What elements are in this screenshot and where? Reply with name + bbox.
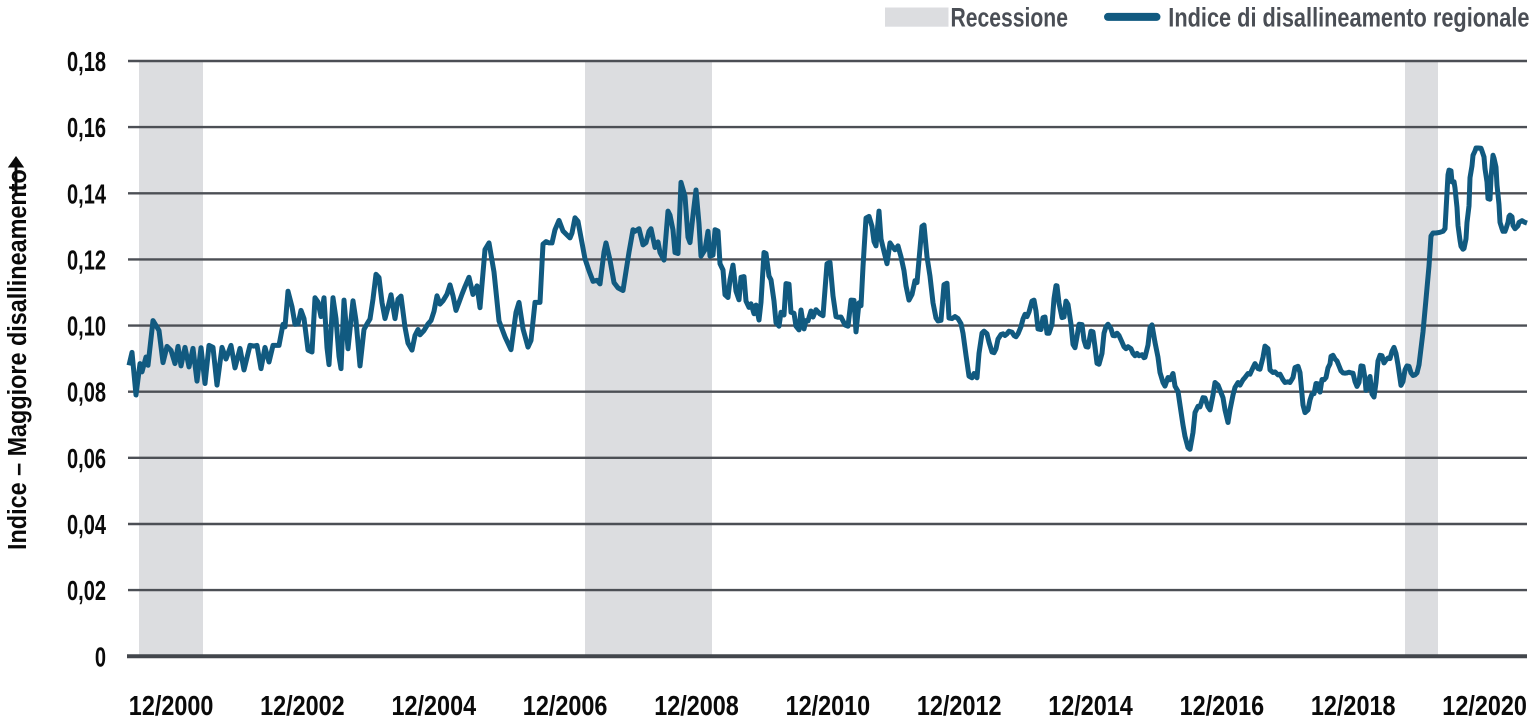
svg-text:12/2018: 12/2018 (1311, 691, 1396, 720)
svg-text:0,14: 0,14 (67, 179, 106, 210)
svg-text:12/2016: 12/2016 (1180, 691, 1265, 720)
svg-text:0,02: 0,02 (67, 576, 106, 607)
svg-text:0,16: 0,16 (67, 113, 106, 144)
svg-text:12/2000: 12/2000 (129, 691, 214, 720)
svg-text:0: 0 (95, 642, 106, 673)
svg-text:0,04: 0,04 (67, 510, 106, 541)
svg-text:12/2004: 12/2004 (392, 691, 477, 720)
svg-text:0,08: 0,08 (67, 378, 106, 409)
svg-text:12/2012: 12/2012 (917, 691, 1002, 720)
svg-text:0,18: 0,18 (67, 47, 106, 78)
svg-text:Indice di disallineamento regi: Indice di disallineamento regionale (1168, 4, 1529, 34)
svg-text:12/2020: 12/2020 (1442, 691, 1527, 720)
svg-text:12/2008: 12/2008 (654, 691, 739, 720)
svg-text:0,12: 0,12 (67, 245, 106, 276)
svg-text:12/2010: 12/2010 (786, 691, 871, 720)
svg-text:12/2002: 12/2002 (260, 691, 345, 720)
svg-text:0,10: 0,10 (67, 311, 106, 342)
svg-text:Indice – Maggiore disallineame: Indice – Maggiore disallineamento (4, 169, 32, 550)
svg-text:12/2014: 12/2014 (1048, 691, 1133, 720)
svg-text:Recessione: Recessione (951, 3, 1068, 33)
svg-text:12/2006: 12/2006 (523, 691, 608, 720)
svg-text:0,06: 0,06 (67, 444, 106, 475)
